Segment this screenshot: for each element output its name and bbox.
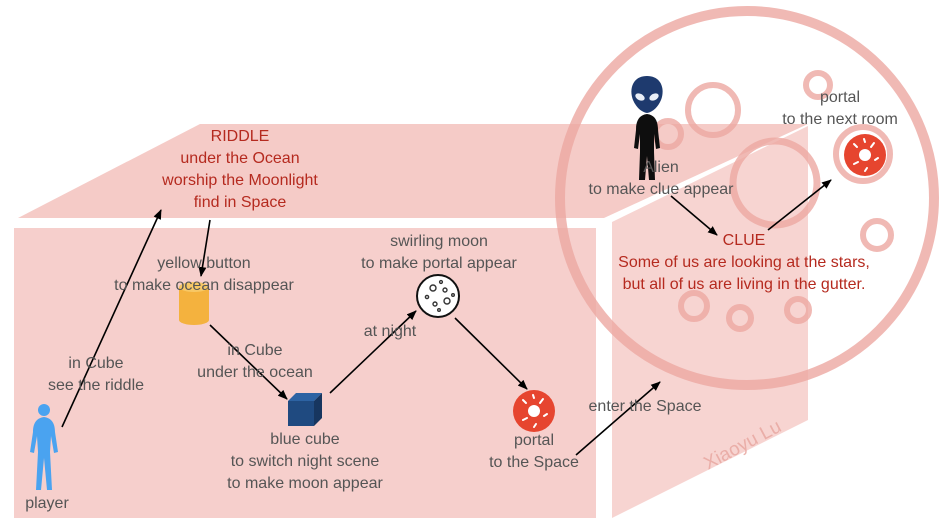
portal-space-label: portal to the Space bbox=[489, 432, 579, 471]
in-cube-see-label: in Cube see the riddle bbox=[47, 355, 145, 394]
bubble bbox=[803, 70, 833, 100]
arrow-player-to-riddle bbox=[61, 209, 162, 428]
bubble bbox=[833, 124, 893, 184]
room-front-face bbox=[14, 228, 596, 518]
arrow-clue-to-portal bbox=[767, 179, 832, 231]
arrow-moon-to-portal bbox=[454, 317, 528, 390]
alien-label: Alien to make clue appear bbox=[588, 159, 734, 198]
moon-icon bbox=[416, 274, 460, 318]
swirling-moon-label: swirling moon to make portal appear bbox=[361, 233, 517, 272]
yellow-button-label: yellow button to make ocean disappear bbox=[114, 255, 294, 294]
cylinder-button-icon bbox=[179, 282, 209, 325]
riddle-label: RIDDLE under the Ocean worship the Moonl… bbox=[162, 128, 318, 211]
bubble bbox=[678, 290, 710, 322]
cube-icon bbox=[288, 393, 322, 426]
blue-cube-label: blue cube to switch night scene to make … bbox=[227, 431, 383, 492]
donut-portal-icon bbox=[844, 134, 886, 176]
bubble bbox=[726, 304, 754, 332]
arrow-portal-to-space bbox=[575, 381, 661, 456]
arrow-cube-to-moon bbox=[329, 310, 417, 394]
clue-label: CLUE Some of us are looking at the stars… bbox=[618, 232, 870, 293]
bubble bbox=[685, 82, 741, 138]
arrow-alien-to-clue bbox=[670, 195, 718, 236]
alien-figure-icon bbox=[631, 76, 663, 180]
bubble bbox=[784, 296, 812, 324]
in-cube-under-label: in Cube under the ocean bbox=[197, 342, 313, 381]
player-label: player bbox=[25, 495, 69, 512]
room-top-face bbox=[18, 124, 808, 218]
arrow-button-to-cube bbox=[209, 324, 288, 400]
clue-circle bbox=[555, 6, 939, 390]
portal-next-label: portal to the next room bbox=[782, 89, 898, 128]
at-night-label: at night bbox=[363, 323, 417, 340]
player-figure-icon bbox=[30, 404, 58, 490]
arrow-riddle-to-button bbox=[198, 219, 211, 277]
donut-portal-icon bbox=[513, 390, 555, 432]
bubble bbox=[860, 218, 894, 252]
enter-space-label: enter the Space bbox=[588, 398, 702, 415]
